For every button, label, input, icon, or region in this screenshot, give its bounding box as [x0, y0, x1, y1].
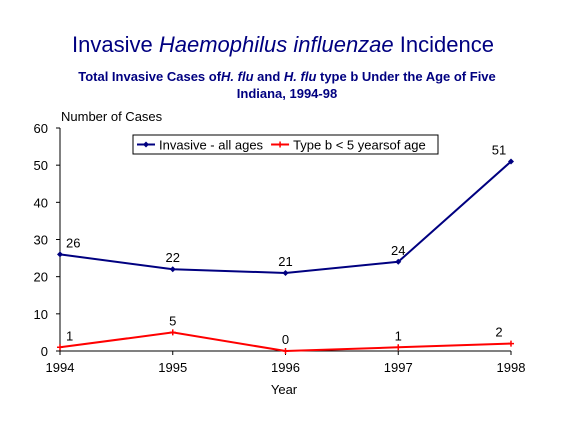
series-point	[508, 340, 514, 347]
legend-label-1: Type b < 5 yearsof age	[293, 138, 426, 153]
series-point	[282, 269, 289, 276]
data-label: 0	[282, 332, 289, 347]
series-point	[508, 158, 514, 165]
legend-marker	[277, 141, 284, 148]
data-label: 1	[66, 328, 73, 343]
legend: Invasive - all ages Type b < 5 yearsof ag…	[132, 134, 439, 155]
x-tick-label: 1994	[46, 360, 75, 375]
data-label: 24	[391, 243, 405, 258]
legend-label-0: Invasive - all ages	[159, 138, 264, 153]
data-label: 26	[66, 235, 80, 250]
y-tick-label: 20	[34, 270, 48, 285]
series-point	[57, 344, 63, 351]
chart-title: Invasive Haemophilus influenzae Incidenc…	[72, 32, 494, 57]
legend-marker	[143, 141, 149, 148]
x-tick-label: 1995	[158, 360, 187, 375]
series-point	[282, 348, 289, 354]
x-axis-title: Year	[271, 382, 298, 397]
data-label: 1	[395, 328, 402, 343]
data-label: 5	[169, 313, 176, 328]
y-tick-label: 30	[34, 233, 48, 248]
subtitle-part-e: type b Under the Age of Five	[316, 69, 495, 84]
x-tick-label: 1997	[384, 360, 413, 375]
series-point	[169, 329, 176, 336]
subtitle-part-a: Total Invasive Cases of	[78, 69, 221, 84]
data-labels: 26 22 21 24 51 1 5 0 1 2	[66, 142, 506, 347]
data-label: 22	[166, 250, 180, 265]
series-point	[169, 266, 176, 273]
data-label: 51	[492, 142, 506, 157]
data-label: 21	[278, 254, 292, 269]
axes	[56, 127, 512, 355]
y-axis-title: Number of Cases	[61, 109, 163, 124]
y-tick-label: 0	[41, 344, 48, 359]
series-point	[395, 258, 402, 265]
chart-title-part2: Incidence	[394, 32, 494, 57]
subtitle-part-c: and	[254, 69, 284, 84]
y-tick-label: 10	[34, 307, 48, 322]
series-group	[57, 158, 514, 354]
y-tick-label: 40	[34, 195, 48, 210]
data-label: 2	[495, 325, 502, 340]
y-tick-label: 50	[34, 158, 48, 173]
chart-subtitle-line1: Total Invasive Cases ofH. flu and H. flu…	[78, 69, 496, 84]
subtitle-part-b: H. flu	[221, 69, 254, 84]
chart-title-part1: Invasive	[72, 32, 159, 57]
x-tick-label: 1998	[497, 360, 526, 375]
series-point	[57, 251, 63, 258]
y-tick-label: 60	[34, 121, 48, 136]
subtitle-part-d: H. flu	[284, 69, 317, 84]
series-point	[395, 344, 402, 351]
chart-title-italic: Haemophilus influenzae	[159, 32, 394, 57]
x-tick-label: 1996	[271, 360, 300, 375]
chart-subtitle-line2: Indiana, 1994-98	[237, 86, 337, 101]
